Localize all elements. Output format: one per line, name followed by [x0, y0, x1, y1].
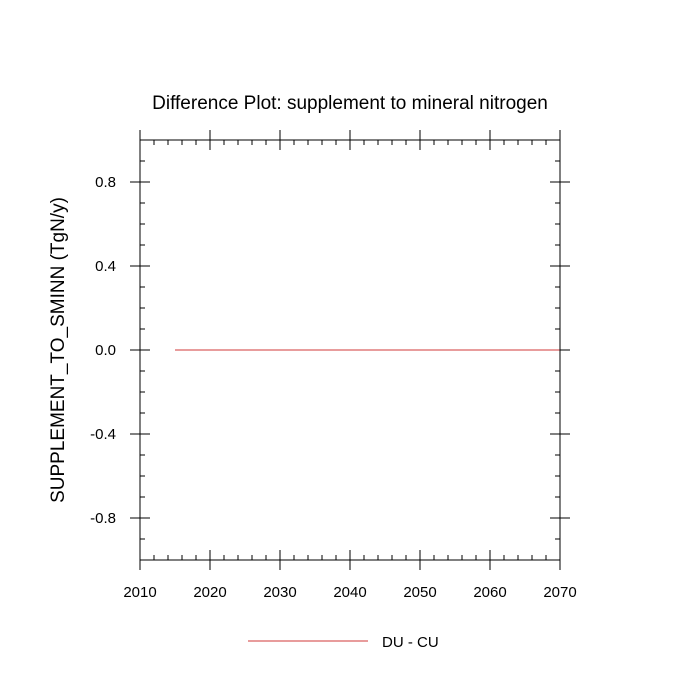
x-tick-label: 2050 — [403, 584, 436, 601]
legend-label: DU - CU — [382, 634, 439, 651]
x-tick-label: 2030 — [263, 584, 296, 601]
x-tick-label: 2060 — [473, 584, 506, 601]
y-axis-label: SUPPLEMENT_TO_SMINN (TgN/y) — [48, 197, 69, 503]
x-tick-label: 2040 — [333, 584, 366, 601]
x-tick-label: 2020 — [193, 584, 226, 601]
y-tick-label: 0.0 — [95, 342, 116, 359]
chart-title: Difference Plot: supplement to mineral n… — [152, 93, 548, 114]
plot-frame — [139, 139, 561, 561]
y-tick-label: 0.8 — [95, 174, 116, 191]
y-tick-label: 0.4 — [95, 258, 116, 275]
y-tick-label: -0.8 — [90, 510, 116, 527]
y-tick-label: -0.4 — [90, 426, 116, 443]
x-tick-label: 2070 — [543, 584, 576, 601]
x-tick-label: 2010 — [123, 584, 156, 601]
legend: DU - CU — [248, 634, 439, 651]
axis-tick-labels: 2010 2020 2030 2040 2050 2060 2070 0.8 0.4 0.0 -0.… — [90, 174, 577, 601]
